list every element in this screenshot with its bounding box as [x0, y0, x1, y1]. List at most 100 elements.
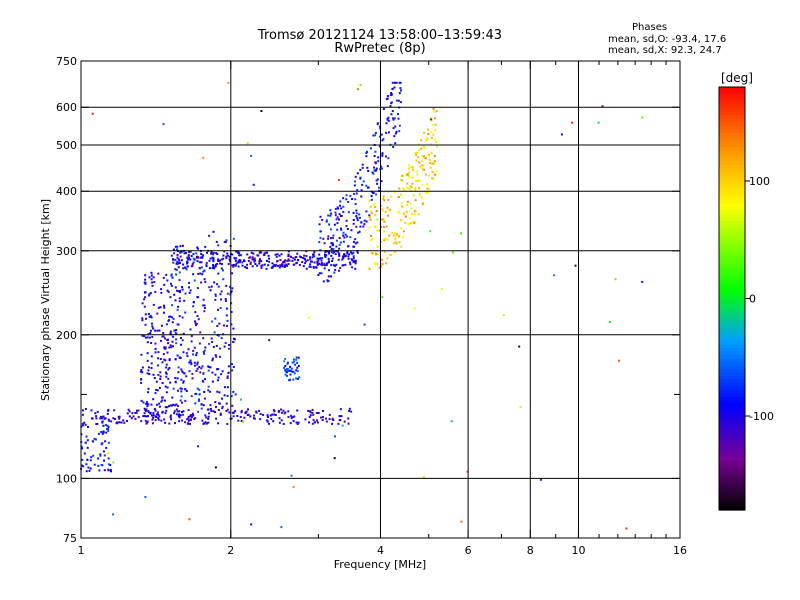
colorbar-segment — [719, 238, 745, 243]
data-point — [281, 263, 284, 266]
data-point — [378, 266, 381, 269]
data-point — [96, 410, 99, 413]
colorbar-segment — [719, 235, 745, 240]
data-point — [272, 420, 275, 423]
data-point — [410, 207, 413, 210]
data-point — [204, 307, 206, 309]
data-point — [175, 413, 178, 416]
data-point — [225, 410, 228, 412]
data-point — [165, 391, 168, 394]
data-point — [86, 446, 89, 449]
data-point — [320, 262, 323, 264]
data-point — [393, 234, 395, 237]
data-point — [237, 261, 240, 264]
data-point — [357, 231, 360, 234]
data-point — [389, 105, 392, 108]
data-point — [608, 320, 611, 323]
data-point — [413, 221, 416, 224]
data-point — [172, 248, 175, 251]
data-point — [169, 414, 172, 417]
data-point — [168, 359, 171, 362]
data-point — [187, 422, 190, 425]
data-point — [217, 272, 220, 275]
colorbar-segment — [719, 460, 745, 465]
data-point — [309, 256, 311, 259]
data-point — [202, 422, 205, 425]
data-point — [240, 420, 243, 422]
data-point — [195, 324, 197, 327]
colorbar-segment — [719, 111, 745, 116]
data-point — [211, 380, 214, 383]
data-point — [181, 401, 183, 404]
data-point — [205, 422, 208, 425]
data-point — [431, 177, 434, 180]
data-point — [197, 399, 200, 402]
colorbar-segment — [719, 199, 745, 204]
colorbar-segment — [719, 418, 745, 423]
data-point — [332, 234, 335, 237]
data-point — [241, 264, 244, 267]
data-point — [150, 355, 153, 358]
data-point — [295, 356, 298, 359]
data-point — [81, 422, 84, 425]
data-point — [519, 406, 522, 409]
data-point — [217, 258, 219, 261]
data-point — [423, 131, 426, 134]
data-point — [216, 368, 218, 371]
data-point — [375, 193, 378, 196]
data-point — [266, 419, 269, 422]
data-point — [179, 289, 181, 292]
data-point — [336, 222, 339, 225]
colorbar-segment — [719, 182, 745, 187]
data-point — [371, 252, 374, 255]
data-point — [421, 203, 424, 206]
data-point — [304, 418, 307, 421]
data-point — [82, 424, 84, 427]
data-point — [180, 343, 182, 346]
data-point — [304, 262, 307, 265]
data-point — [85, 435, 88, 438]
data-point — [293, 360, 295, 363]
data-point — [256, 264, 259, 267]
data-point — [178, 413, 181, 416]
data-point — [137, 416, 140, 419]
data-point — [151, 414, 153, 417]
data-point — [377, 160, 380, 163]
data-point — [186, 261, 189, 264]
data-point — [223, 345, 226, 348]
data-point — [161, 396, 163, 399]
data-point — [189, 258, 192, 261]
data-point — [115, 421, 118, 424]
data-point — [182, 410, 185, 413]
data-point — [181, 286, 184, 288]
data-point — [397, 210, 400, 213]
data-point — [258, 409, 261, 412]
data-point — [344, 233, 347, 236]
data-point — [296, 423, 299, 425]
data-point — [180, 368, 183, 371]
data-point — [349, 261, 351, 264]
data-point — [140, 378, 143, 381]
data-point — [265, 267, 268, 270]
data-point — [331, 417, 334, 420]
data-point — [336, 228, 339, 231]
data-point — [154, 329, 157, 332]
data-point — [226, 408, 229, 411]
data-point — [213, 331, 216, 334]
data-point — [347, 211, 350, 214]
data-point — [433, 110, 436, 113]
data-point — [323, 253, 326, 256]
data-point — [224, 342, 227, 344]
data-point — [185, 251, 187, 254]
data-point — [232, 390, 235, 393]
data-point — [99, 415, 102, 418]
colorbar-segment — [719, 502, 745, 508]
data-point — [414, 187, 417, 189]
data-point — [147, 415, 149, 418]
data-point — [184, 399, 187, 402]
data-point — [331, 236, 334, 239]
data-point — [376, 182, 379, 185]
data-point — [328, 260, 330, 263]
data-point — [194, 311, 197, 314]
data-point — [382, 226, 385, 228]
